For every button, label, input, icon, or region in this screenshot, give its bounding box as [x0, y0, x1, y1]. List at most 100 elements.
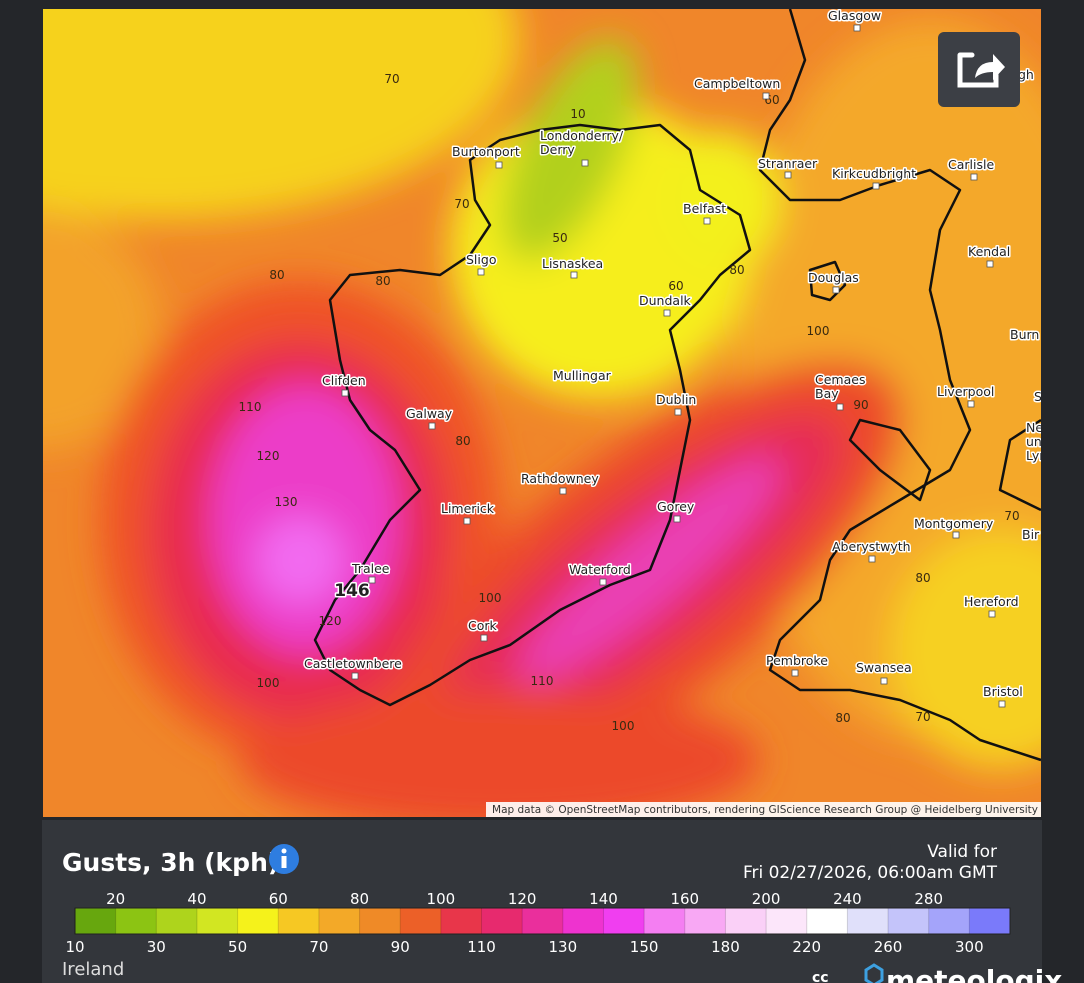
- place-marker: [853, 24, 861, 32]
- legend-tick-label: 20: [106, 890, 125, 908]
- place-label: Derry: [540, 142, 575, 157]
- place-marker: [832, 286, 840, 294]
- contour-label: 50: [552, 231, 567, 245]
- legend-tick-label: 70: [309, 938, 328, 956]
- place-label: Pembroke: [766, 653, 828, 668]
- place-label: Gorey: [657, 499, 695, 514]
- legend-swatch: [766, 908, 808, 934]
- place-marker: [663, 309, 671, 317]
- contour-label: 70: [1004, 509, 1019, 523]
- place-marker: [791, 669, 799, 677]
- place-label: Cork: [468, 618, 498, 633]
- place-marker: [463, 517, 471, 525]
- legend-swatch: [75, 908, 117, 934]
- place-marker: [599, 578, 607, 586]
- share-button[interactable]: [938, 32, 1020, 107]
- legend-tick-label: 240: [833, 890, 862, 908]
- place-label: gh: [1018, 67, 1034, 82]
- place-label: Bir: [1022, 527, 1040, 542]
- place-label: Campbeltown: [694, 76, 780, 91]
- legend-swatch: [359, 908, 401, 934]
- contour-label: 70: [454, 197, 469, 211]
- place-label: Swansea: [856, 660, 912, 675]
- legend-tick-label: 50: [228, 938, 247, 956]
- legend-tick-label: 100: [427, 890, 456, 908]
- legend-tick-label: 140: [589, 890, 618, 908]
- contour-label: 80: [455, 434, 470, 448]
- attribution: Map data © OpenStreetMap contributors, r…: [492, 804, 1038, 816]
- legend-swatch: [928, 908, 970, 934]
- legend-swatch: [969, 908, 1011, 934]
- place-marker: [428, 422, 436, 430]
- place-label: Aberystwyth: [832, 539, 911, 554]
- place-label: Stranraer: [758, 156, 818, 171]
- legend-swatch: [237, 908, 279, 934]
- place-marker: [970, 173, 978, 181]
- legend-swatch: [481, 908, 523, 934]
- legend-swatch: [806, 908, 848, 934]
- legend-tick-label: 150: [630, 938, 659, 956]
- place-label: Castletownbere: [304, 656, 402, 671]
- legend-tick-label: 200: [752, 890, 781, 908]
- legend-tick-label: 110: [467, 938, 496, 956]
- legend-swatch: [278, 908, 320, 934]
- place-marker: [570, 271, 578, 279]
- contour-label: 120: [257, 449, 280, 463]
- place-label: Montgomery: [914, 516, 994, 531]
- place-label: Londonderry/: [540, 128, 624, 143]
- legend-border: [74, 907, 1011, 935]
- legend-tick-label: 280: [914, 890, 943, 908]
- place-label: Sligo: [466, 252, 496, 267]
- legend-swatch: [847, 908, 889, 934]
- place-label: Liverpool: [937, 384, 994, 399]
- contour-label: 120: [319, 614, 342, 628]
- legend-tick-label: 40: [187, 890, 206, 908]
- place-marker: [581, 159, 589, 167]
- contour-label: 80: [729, 263, 744, 277]
- contour-label: 80: [835, 711, 850, 725]
- place-label: Carlisle: [948, 157, 994, 172]
- place-marker: [368, 576, 376, 584]
- place-marker: [674, 408, 682, 416]
- place-marker: [872, 182, 880, 190]
- contour-label: 110: [531, 674, 554, 688]
- place-label: Cemaes: [815, 372, 865, 387]
- place-marker: [559, 487, 567, 495]
- place-marker: [351, 672, 359, 680]
- legend-swatch: [888, 908, 930, 934]
- legend-tick-label: 80: [350, 890, 369, 908]
- info-icon[interactable]: [269, 844, 299, 874]
- legend-swatch: [644, 908, 686, 934]
- contour-label: 100: [807, 324, 830, 338]
- place-label: Bay: [815, 386, 839, 401]
- place-label: Burn: [1010, 327, 1039, 342]
- legend-swatch: [318, 908, 361, 934]
- place-label: Limerick: [441, 501, 495, 516]
- place-label: Lym: [1026, 448, 1051, 463]
- place-marker: [480, 634, 488, 642]
- place-marker: [986, 260, 994, 268]
- legend-tick-label: 300: [955, 938, 984, 956]
- place-label: Lisnaskea: [542, 256, 603, 271]
- legend-panel: [42, 820, 1042, 983]
- place-label: Clifden: [322, 373, 366, 388]
- place-label: Kirkcudbright: [832, 166, 916, 181]
- contour-label: 80: [375, 274, 390, 288]
- place-marker: [880, 677, 888, 685]
- brand-logo: cc meteologix: [812, 963, 1062, 983]
- legend-tick-label: 220: [792, 938, 821, 956]
- contour-label: 100: [257, 676, 280, 690]
- legend-tick-label: 130: [549, 938, 578, 956]
- place-marker: [762, 92, 770, 100]
- valid-time: Fri 02/27/2026, 06:00am GMT: [743, 863, 998, 883]
- place-label: Belfast: [683, 201, 726, 216]
- place-marker: [784, 171, 792, 179]
- legend-swatch: [196, 908, 239, 934]
- legend-swatch: [725, 908, 767, 934]
- contour-label: 70: [384, 72, 399, 86]
- place-label: Kendal: [968, 244, 1010, 259]
- place-label: Douglas: [808, 270, 859, 285]
- place-label: Waterford: [569, 562, 631, 577]
